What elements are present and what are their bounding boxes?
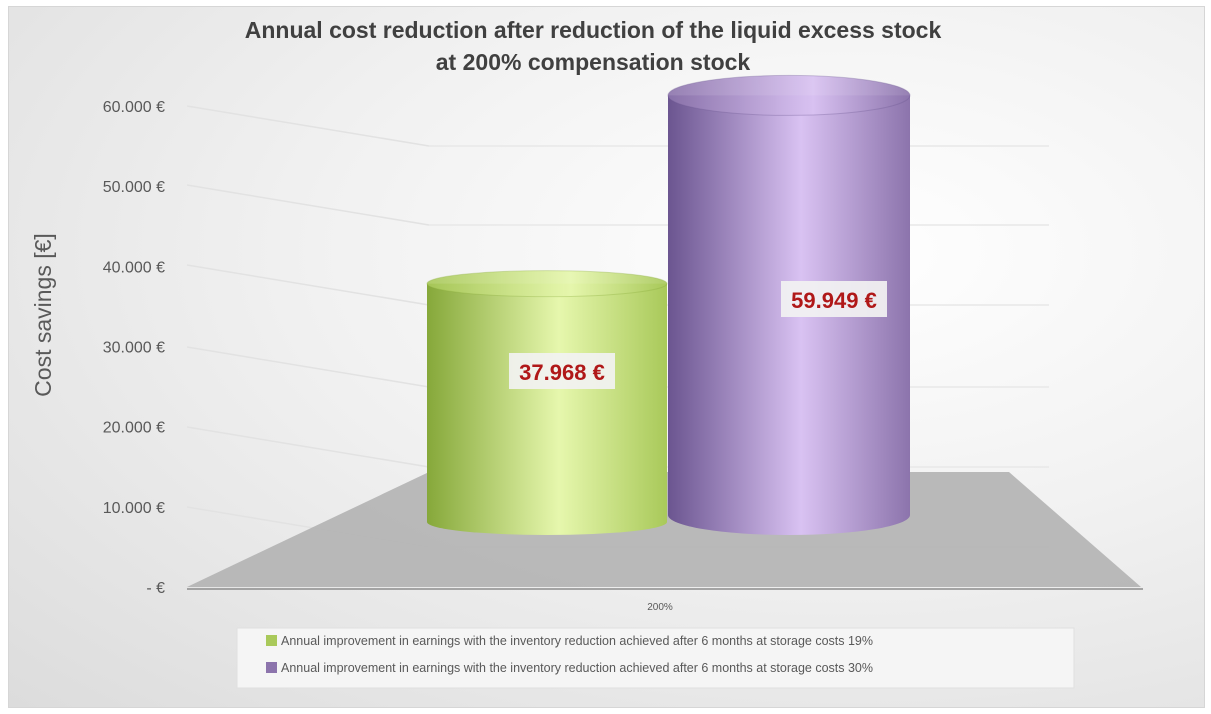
- data-label-background: [781, 281, 887, 317]
- y-axis-label: Cost savings [€]: [30, 233, 56, 397]
- legend-swatch: [266, 635, 277, 646]
- gridline: [186, 105, 430, 147]
- data-labels: 37.968 € 59.949 €: [509, 281, 887, 389]
- data-label: 37.968 €: [509, 353, 615, 389]
- legend: Annual improvement in earnings with the …: [236, 627, 1075, 689]
- data-label-text: 59.949 €: [791, 288, 877, 313]
- legend-entry: Annual improvement in earnings with the …: [281, 661, 873, 675]
- bar-cylinder-top: [426, 270, 668, 298]
- y-tick-label: 10.000 €: [103, 500, 165, 517]
- legend-swatch: [266, 662, 277, 673]
- y-axis-ticks: - € 10.000 € 20.000 € 30.000 € 40.000 € 50.00…: [103, 99, 165, 597]
- chart-title-line-1: Annual cost reduction after reduction of…: [245, 17, 942, 43]
- y-tick-label: 50.000 €: [103, 179, 165, 196]
- chart-title: Annual cost reduction after reduction of…: [245, 17, 942, 75]
- bar-cylinder-body: [427, 283, 667, 535]
- gridline: [186, 264, 430, 306]
- gridline: [186, 346, 430, 388]
- data-label-text: 37.968 €: [519, 360, 605, 385]
- y-tick-label: 20.000 €: [103, 420, 165, 437]
- gridline: [186, 184, 430, 226]
- y-tick-label: - €: [146, 580, 165, 597]
- x-category-label: 200%: [647, 602, 673, 613]
- chart-canvas: Annual cost reduction after reduction of…: [30, 17, 1143, 689]
- y-tick-label: 40.000 €: [103, 259, 165, 276]
- data-label: 59.949 €: [781, 281, 887, 317]
- chart-frame: Annual cost reduction after reduction of…: [8, 6, 1205, 708]
- chart-title-line-2: at 200% compensation stock: [436, 49, 751, 75]
- y-tick-label: 60.000 €: [103, 99, 165, 116]
- data-label-background: [509, 353, 615, 389]
- y-tick-label: 30.000 €: [103, 340, 165, 357]
- bar-cylinder-top: [667, 74, 911, 116]
- gridline: [186, 426, 430, 468]
- legend-entry: Annual improvement in earnings with the …: [281, 634, 873, 648]
- legend-box: [236, 627, 1075, 689]
